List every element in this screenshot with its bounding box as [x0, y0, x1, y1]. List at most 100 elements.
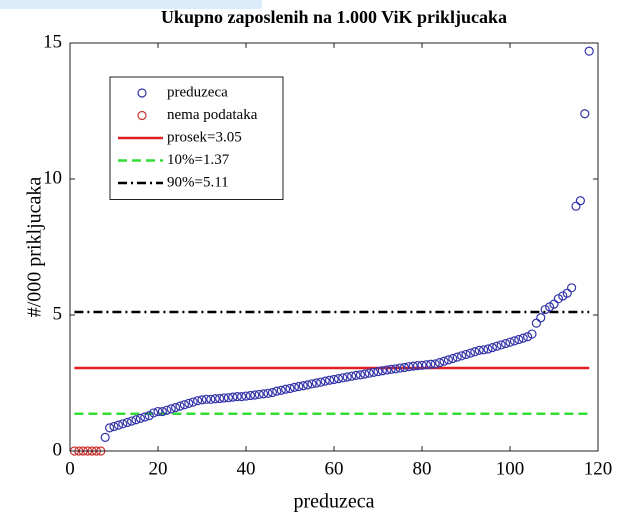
point: [109, 421, 119, 432]
legend-marker: [137, 110, 147, 121]
point: [391, 364, 401, 374]
point: [426, 359, 436, 369]
point: [104, 423, 115, 433]
legend-label: 90%=5.11: [167, 174, 229, 190]
point: [413, 360, 423, 371]
point: [210, 394, 220, 404]
point: [206, 394, 216, 404]
point: [223, 393, 233, 403]
point: [285, 383, 295, 394]
point: [333, 374, 343, 384]
x-tick-label: 80: [413, 458, 432, 479]
point: [166, 404, 176, 414]
point: [329, 374, 339, 385]
point: [518, 333, 528, 343]
point: [118, 419, 128, 429]
point: [364, 368, 374, 378]
point: [289, 382, 299, 392]
x-tick-label: 120: [584, 458, 613, 479]
point: [527, 329, 537, 339]
point: [562, 288, 572, 298]
point: [382, 365, 392, 375]
point: [347, 371, 357, 381]
point: [303, 380, 313, 390]
point: [184, 398, 194, 408]
point: [355, 370, 365, 380]
legend-label: preduzeca: [167, 84, 228, 100]
point: [342, 372, 352, 382]
point: [219, 393, 229, 403]
point: [566, 283, 577, 293]
point: [509, 336, 520, 346]
point: [373, 366, 383, 377]
point: [250, 390, 260, 400]
legend-label: nema podataka: [167, 107, 258, 123]
point: [514, 334, 524, 345]
point: [531, 318, 542, 328]
point: [254, 389, 264, 400]
point: [237, 392, 247, 402]
point: [171, 402, 181, 413]
point: [241, 391, 251, 401]
point: [536, 313, 546, 323]
point: [320, 376, 330, 386]
point: [162, 405, 172, 415]
point: [316, 377, 326, 387]
point: [465, 348, 475, 358]
point: [395, 363, 405, 373]
point: [483, 344, 493, 354]
point: [584, 46, 594, 56]
top-bar: [0, 0, 262, 9]
point: [307, 379, 317, 389]
point: [351, 370, 361, 380]
x-tick-label: 60: [325, 458, 344, 479]
point: [360, 369, 370, 379]
point: [492, 341, 502, 351]
x-tick-label: 0: [65, 458, 75, 479]
point: [311, 378, 321, 388]
point: [276, 385, 286, 395]
point: [127, 416, 137, 426]
point: [421, 360, 431, 370]
point: [448, 353, 458, 364]
point: [377, 366, 387, 376]
point: [245, 390, 255, 401]
point: [140, 412, 150, 422]
point: [197, 395, 207, 405]
point: [149, 408, 159, 418]
point: [417, 360, 427, 370]
y-axis-label: #/000 prikljucaka: [24, 177, 46, 318]
point: [443, 355, 453, 365]
point: [470, 347, 480, 357]
point: [267, 387, 277, 398]
point: [386, 364, 396, 374]
point: [228, 392, 238, 402]
point: [461, 349, 471, 360]
point: [188, 397, 198, 407]
point: [153, 406, 163, 417]
point: [549, 299, 559, 309]
point: [215, 393, 225, 404]
y-tick-label: 10: [43, 167, 62, 188]
point: [298, 381, 308, 391]
point: [259, 389, 269, 399]
x-tick-label: 20: [149, 458, 168, 479]
point: [369, 367, 379, 377]
y-tick-label: 0: [53, 439, 63, 460]
point: [580, 109, 590, 119]
point: [479, 345, 489, 355]
point: [100, 432, 110, 442]
point: [501, 338, 511, 349]
point: [435, 358, 445, 368]
legend-label: prosek=3.05: [167, 129, 242, 145]
point: [575, 196, 586, 206]
point: [487, 343, 497, 353]
point: [338, 373, 348, 383]
y-tick-label: 15: [43, 31, 62, 52]
point: [325, 375, 335, 385]
point: [399, 362, 409, 373]
point: [404, 362, 414, 372]
chart-title: Ukupno zaposlenih na 1.000 ViK prikljuca…: [161, 7, 507, 27]
point: [457, 351, 467, 361]
